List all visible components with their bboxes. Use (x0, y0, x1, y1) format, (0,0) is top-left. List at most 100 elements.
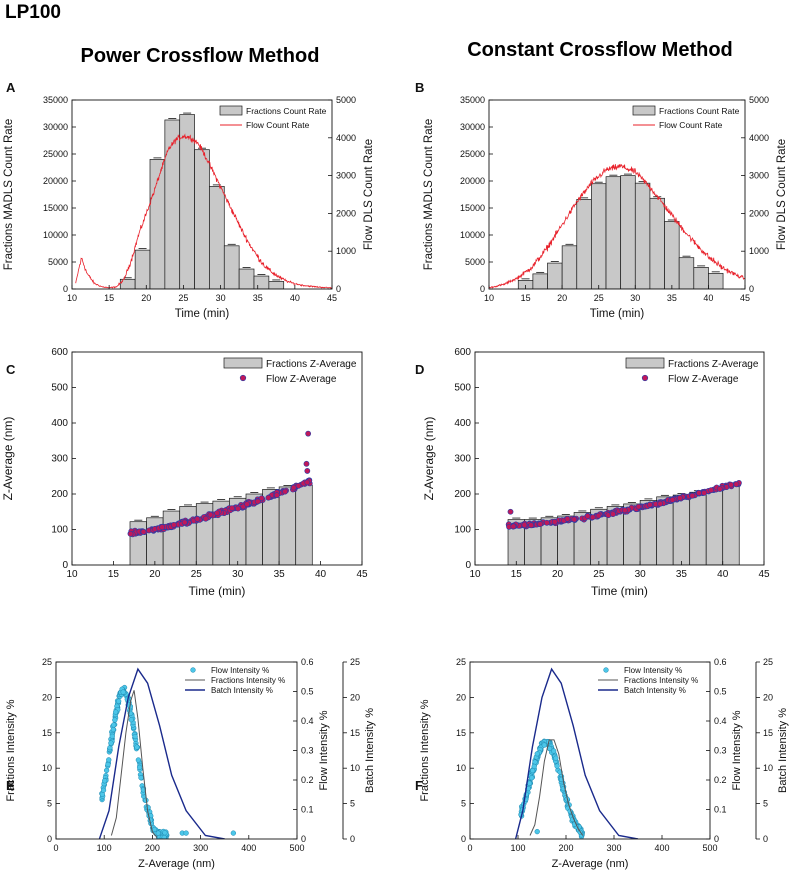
batch-intensity-line (98, 667, 225, 839)
y-tick-label: 25000 (43, 149, 68, 159)
y2-tick-label: 1000 (336, 246, 356, 256)
x-tick-label: 45 (758, 569, 770, 580)
panel-letter: B (415, 80, 424, 95)
flow-z-average-point (689, 492, 696, 499)
flow-intensity-point (135, 757, 142, 763)
x-tick-label: 25 (178, 293, 188, 303)
flow-intensity-point (554, 763, 560, 769)
x-tick-label: 35 (253, 293, 263, 303)
flow-intensity-point (110, 726, 116, 733)
flow-z-average-point (194, 516, 201, 522)
flow-z-average-point (202, 515, 209, 522)
flow-z-average-point (510, 523, 517, 530)
x-tick-label: 25 (594, 293, 604, 303)
y3-tick-label: 5 (763, 799, 768, 809)
x-tick-label: 10 (67, 293, 77, 303)
y-tick-label: 0 (62, 560, 68, 571)
y-tick-label: 0 (480, 284, 485, 294)
flow-z-average-point (733, 481, 740, 488)
y-tick-label: 0 (461, 834, 466, 844)
y-tick-label: 25 (456, 657, 466, 667)
y-axis-label: Z-Average (nm) (1, 417, 15, 501)
x-tick-label: 10 (66, 569, 78, 580)
y3-tick-label: 20 (763, 692, 773, 702)
flow-intensity-point (101, 778, 108, 784)
x-tick-label: 15 (108, 569, 120, 580)
flow-z-average-point (676, 495, 683, 501)
x-tick-label: 200 (558, 843, 573, 853)
y3-axis-label: Batch Intensity % (777, 708, 789, 793)
plot-frame (488, 99, 746, 290)
bar (278, 486, 297, 565)
x-tick-label: 40 (315, 569, 327, 580)
flow-intensity-point (134, 744, 140, 750)
y-tick-label: 35000 (460, 95, 485, 105)
y3-axis-label: Batch Intensity % (364, 708, 376, 793)
x-tick-label: 25 (593, 569, 605, 580)
column-title-constant: Constant Crossflow Method (467, 39, 733, 61)
figure-title: LP100 (5, 2, 61, 23)
y2-tick-label: 0 (301, 834, 306, 844)
flow-intensity-point (162, 830, 168, 836)
flow-z-average-point (507, 508, 514, 515)
y-tick-label: 100 (454, 525, 471, 536)
y3-tick-label: 15 (763, 728, 773, 738)
flow-z-average-point (584, 513, 591, 519)
bar (532, 273, 548, 289)
y2-tick-label: 5000 (336, 95, 356, 105)
y-tick-label: 600 (51, 347, 68, 358)
plot-area (127, 430, 313, 565)
y-tick-label: 20 (456, 692, 466, 702)
flow-z-average-point (127, 530, 134, 537)
flow-intensity-point (534, 828, 540, 835)
y2-tick-label: 0.6 (714, 657, 727, 667)
flow-z-average-point (595, 512, 602, 519)
bar (705, 489, 724, 565)
flow-z-average-point (646, 501, 653, 508)
flow-intensity-point (553, 755, 559, 761)
legend-swatch-bars (632, 105, 656, 116)
y2-tick-label: 0.1 (714, 805, 727, 815)
flow-z-average-point (564, 515, 571, 522)
x-tick-label: 300 (606, 843, 621, 853)
x-tick-label: 400 (241, 843, 256, 853)
bar (162, 510, 181, 565)
legend-swatch-point (190, 667, 196, 673)
flow-z-average-point (589, 514, 596, 521)
flow-z-average-point (159, 524, 166, 530)
x-tick-label: 40 (290, 293, 300, 303)
flow-intensity-point (106, 757, 112, 763)
flow-z-average-point (304, 468, 311, 474)
y2-axis-label: Flow DLS Count Rate (776, 139, 788, 250)
flow-z-average-point (635, 503, 642, 510)
panel-letter: C (6, 362, 16, 377)
bar (209, 186, 225, 289)
bar (179, 506, 197, 565)
x-tick-label: 500 (289, 843, 304, 853)
bar (194, 149, 210, 289)
y-axis-label: Fractions Intensity % (5, 699, 17, 801)
plot-area (514, 667, 639, 839)
flow-z-average-point (657, 500, 664, 507)
bar (708, 272, 724, 289)
x-tick-label: 200 (145, 843, 160, 853)
y2-tick-label: 3000 (749, 171, 769, 181)
y-tick-label: 100 (51, 525, 68, 536)
chart-a: A10 15 20 25 30 35 40 4505000100001500020000250… (3, 80, 375, 320)
flow-z-average-point (295, 482, 302, 489)
flow-intensity-point (100, 787, 107, 793)
x-tick-label: 20 (149, 569, 161, 580)
y2-tick-label: 0.1 (301, 805, 314, 815)
y2-tick-label: 0.3 (301, 746, 314, 756)
bar (722, 485, 740, 565)
y-tick-label: 10 (42, 763, 52, 773)
y-tick-label: 400 (51, 418, 68, 429)
flow-intensity-point (112, 717, 118, 723)
flow-z-average-point (543, 519, 550, 526)
x-tick-label: 25 (191, 569, 203, 580)
y2-tick-label: 0.4 (301, 716, 314, 726)
y2-axis-label: Flow DLS Count Rate (363, 139, 375, 250)
y-axis-label: Fractions MADLS Count Rate (423, 119, 435, 270)
flow-intensity-point (120, 689, 126, 695)
y-tick-label: 20000 (460, 176, 485, 186)
